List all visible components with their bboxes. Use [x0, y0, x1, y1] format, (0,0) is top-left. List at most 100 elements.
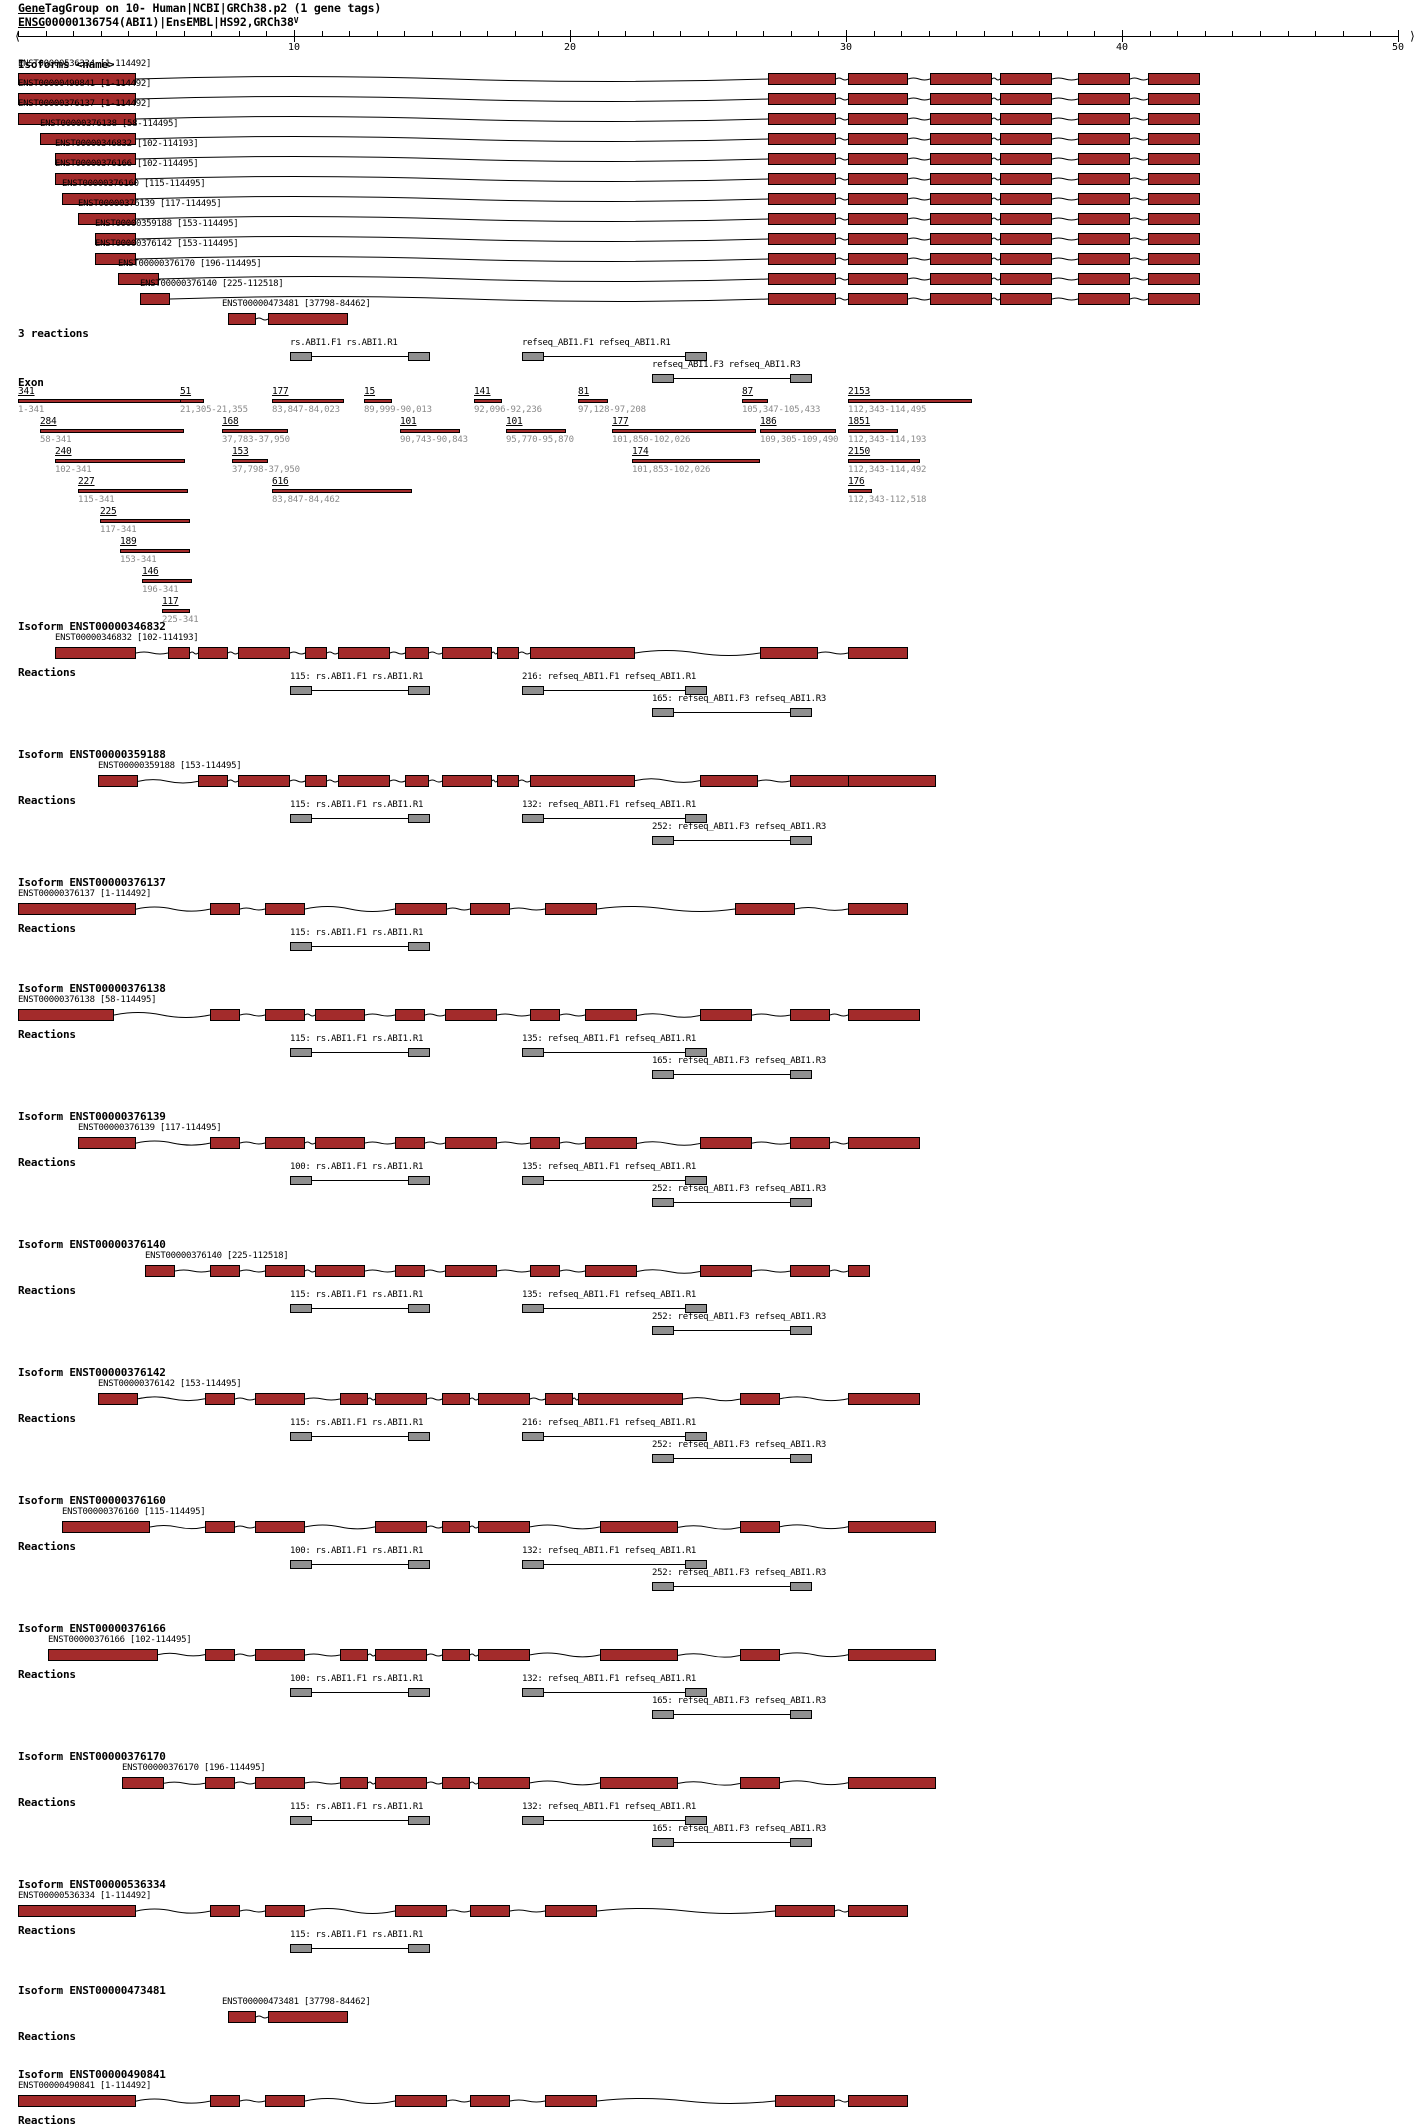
exon-block[interactable] [78, 1137, 136, 1149]
exon-block[interactable] [1148, 233, 1200, 245]
forward-primer-probe[interactable] [290, 1560, 312, 1569]
transcript-track[interactable]: ENST00000376138 [58-114495] [0, 995, 1420, 1024]
exon-block[interactable] [478, 1777, 530, 1789]
exon-block[interactable] [118, 273, 159, 285]
exon-block[interactable] [497, 775, 519, 787]
exon-block[interactable] [848, 173, 908, 185]
exon-block[interactable] [18, 1009, 114, 1021]
exon-block[interactable] [442, 1777, 470, 1789]
exon-block[interactable] [228, 2011, 256, 2023]
exon-block[interactable] [848, 1777, 936, 1789]
exon-block[interactable] [768, 173, 836, 185]
forward-primer-probe[interactable] [522, 1560, 544, 1569]
reverse-primer-probe[interactable] [685, 352, 707, 361]
exon-block[interactable] [768, 293, 836, 305]
exon-block[interactable] [768, 213, 836, 225]
exon-block[interactable] [497, 647, 519, 659]
exon-block[interactable] [768, 93, 836, 105]
exon-block[interactable] [268, 313, 348, 325]
reaction-amplicon[interactable]: 100: rs.ABI1.F1 rs.ABI1.R1 [290, 1674, 430, 1702]
forward-primer-probe[interactable] [522, 1304, 544, 1313]
exon-block[interactable] [848, 1905, 908, 1917]
exon-block[interactable] [18, 1905, 136, 1917]
exon-block[interactable] [600, 1521, 678, 1533]
exon-block[interactable] [395, 1009, 425, 1021]
exon-block[interactable] [768, 193, 836, 205]
transcript-track[interactable]: ENST00000376166 [102-114495] [0, 159, 1420, 188]
forward-primer-probe[interactable] [522, 1688, 544, 1697]
transcript-track[interactable]: ENST00000376140 [225-112518] [0, 279, 1420, 308]
exon-block[interactable] [255, 1649, 305, 1661]
exon-block[interactable] [1000, 153, 1052, 165]
exon-block[interactable] [930, 193, 992, 205]
transcript-track[interactable]: ENST00000359188 [153-114495] [0, 219, 1420, 248]
forward-primer-probe[interactable] [652, 1454, 674, 1463]
exon-block[interactable] [1148, 273, 1200, 285]
exon-block[interactable] [1078, 293, 1130, 305]
exon-block[interactable] [545, 903, 597, 915]
reaction-amplicon[interactable]: 115: rs.ABI1.F1 rs.ABI1.R1 [290, 1930, 430, 1958]
exon-block[interactable] [1148, 253, 1200, 265]
transcript-track[interactable]: ENST00000346832 [102-114193] [0, 139, 1420, 168]
exon-block[interactable] [315, 1009, 365, 1021]
exon-block[interactable] [315, 1265, 365, 1277]
exon-block[interactable] [442, 775, 492, 787]
forward-primer-probe[interactable] [652, 1582, 674, 1591]
exon-block[interactable] [478, 1393, 530, 1405]
exon-block[interactable] [395, 1905, 447, 1917]
exon-block[interactable] [375, 1393, 427, 1405]
exon-block[interactable] [265, 1265, 305, 1277]
exon-block[interactable] [62, 1521, 150, 1533]
exon-block[interactable] [848, 253, 908, 265]
forward-primer-probe[interactable] [290, 814, 312, 823]
exon-block[interactable] [395, 1265, 425, 1277]
reaction-amplicon[interactable]: 115: rs.ABI1.F1 rs.ABI1.R1 [290, 1802, 430, 1830]
transcript-track[interactable]: ENST00000536334 [1-114492] [0, 1891, 1420, 1920]
reverse-primer-probe[interactable] [408, 352, 430, 361]
exon-block[interactable] [268, 2011, 348, 2023]
reaction-amplicon[interactable]: 100: rs.ABI1.F1 rs.ABI1.R1 [290, 1162, 430, 1190]
exon-block[interactable] [930, 93, 992, 105]
exon-block[interactable] [265, 1905, 305, 1917]
exon-block[interactable] [848, 903, 908, 915]
forward-primer-probe[interactable] [290, 352, 312, 361]
exon-block[interactable] [1000, 193, 1052, 205]
reverse-primer-probe[interactable] [790, 374, 812, 383]
transcript-track[interactable]: ENST00000376139 [117-114495] [0, 1123, 1420, 1152]
exon-block[interactable] [530, 647, 635, 659]
exon-block[interactable] [210, 1137, 240, 1149]
exon-block[interactable] [848, 73, 908, 85]
transcript-track[interactable]: ENST00000490841 [1-114492] [0, 2081, 1420, 2110]
exon-block[interactable] [775, 2095, 835, 2107]
exon-block[interactable] [18, 2095, 136, 2107]
forward-primer-probe[interactable] [290, 1176, 312, 1185]
exon-block[interactable] [238, 647, 290, 659]
reverse-primer-probe[interactable] [685, 1816, 707, 1825]
forward-primer-probe[interactable] [652, 1710, 674, 1719]
reverse-primer-probe[interactable] [408, 1944, 430, 1953]
transcript-track[interactable]: ENST00000376137 [1-114492] [0, 99, 1420, 128]
reverse-primer-probe[interactable] [790, 1198, 812, 1207]
reverse-primer-probe[interactable] [408, 1816, 430, 1825]
exon-block[interactable] [265, 1009, 305, 1021]
exon-block[interactable] [848, 2095, 908, 2107]
forward-primer-probe[interactable] [652, 1326, 674, 1335]
exon-block[interactable] [1148, 173, 1200, 185]
reverse-primer-probe[interactable] [685, 1432, 707, 1441]
exon-block[interactable] [848, 1393, 920, 1405]
transcript-track[interactable]: ENST00000376160 [115-114495] [0, 179, 1420, 208]
exon-block[interactable] [18, 73, 136, 85]
reverse-primer-probe[interactable] [408, 1560, 430, 1569]
exon-block[interactable] [405, 775, 429, 787]
exon-block[interactable] [930, 213, 992, 225]
exon-block[interactable] [848, 133, 908, 145]
exon-block[interactable] [930, 233, 992, 245]
reverse-primer-probe[interactable] [408, 686, 430, 695]
reverse-primer-probe[interactable] [790, 1070, 812, 1079]
forward-primer-probe[interactable] [522, 352, 544, 361]
reverse-primer-probe[interactable] [685, 814, 707, 823]
reaction-amplicon[interactable]: 252: refseq_ABI1.F3 refseq_ABI1.R3 [652, 1440, 826, 1468]
exon-block[interactable] [848, 1265, 870, 1277]
reaction-amplicon[interactable]: 135: refseq_ABI1.F1 refseq_ABI1.R1 [522, 1034, 707, 1062]
exon-block[interactable] [62, 193, 136, 205]
